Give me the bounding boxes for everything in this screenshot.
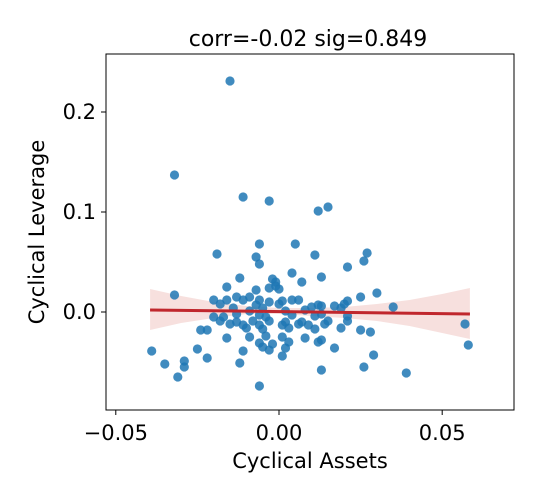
data-point-26: [372, 288, 382, 298]
data-point-6: [254, 239, 264, 249]
data-point-85: [310, 324, 320, 334]
data-point-81: [202, 325, 212, 335]
data-point-72: [460, 319, 470, 329]
data-point-77: [294, 319, 304, 329]
data-point-71: [342, 316, 353, 326]
data-point-92: [277, 332, 287, 342]
data-point-90: [245, 332, 255, 342]
data-point-31: [287, 295, 297, 305]
data-point-104: [192, 344, 202, 354]
data-point-34: [238, 295, 248, 305]
data-point-93: [300, 333, 310, 343]
data-point-7: [290, 239, 300, 249]
data-point-14: [342, 262, 353, 272]
plot-frame: [105, 53, 515, 411]
data-point-15: [287, 268, 297, 278]
data-point-0: [225, 76, 235, 86]
data-point-2: [238, 192, 248, 202]
data-point-103: [147, 346, 157, 356]
x-tick-label-2: 0.05: [419, 421, 466, 445]
data-point-9: [212, 249, 222, 259]
data-point-62: [310, 311, 320, 321]
data-point-3: [264, 196, 274, 206]
data-point-24: [274, 284, 284, 294]
data-point-23: [264, 283, 274, 293]
data-point-25: [251, 285, 261, 295]
scatter-points: [147, 76, 473, 391]
data-point-88: [365, 327, 375, 337]
data-point-100: [280, 343, 291, 353]
data-point-33: [222, 295, 232, 305]
x-axis: −0.05 0.00 0.05: [84, 410, 466, 445]
data-point-1: [169, 170, 180, 180]
y-tick-label-2: 0.2: [63, 100, 96, 124]
data-point-37: [294, 295, 304, 305]
data-point-114: [179, 362, 189, 372]
data-point-46: [388, 302, 398, 312]
data-point-108: [369, 350, 379, 360]
data-point-117: [173, 372, 183, 382]
data-point-4: [323, 202, 333, 212]
x-tick-label-1: 0.00: [256, 421, 303, 445]
data-point-89: [222, 333, 232, 343]
y-axis: 0.0 0.1 0.2: [63, 100, 106, 324]
data-point-87: [356, 325, 366, 335]
data-point-115: [316, 365, 326, 375]
data-point-67: [264, 316, 274, 326]
data-point-112: [235, 358, 245, 368]
data-point-41: [215, 299, 225, 309]
data-point-28: [356, 292, 366, 302]
data-point-27: [169, 290, 180, 300]
data-point-73: [225, 319, 235, 329]
data-point-79: [320, 319, 330, 329]
data-point-118: [254, 381, 264, 391]
data-point-102: [463, 340, 473, 350]
y-tick-label-0: 0.0: [63, 300, 96, 324]
data-point-107: [277, 351, 287, 361]
x-axis-label: Cyclical Assets: [232, 449, 388, 473]
data-point-40: [264, 297, 274, 307]
data-point-8: [362, 248, 372, 258]
data-point-86: [336, 323, 346, 333]
data-point-13: [254, 259, 264, 269]
y-axis-label: Cyclical Leverage: [25, 140, 49, 325]
data-point-11: [251, 252, 261, 262]
x-tick-label-0: −0.05: [84, 421, 148, 445]
data-point-113: [359, 362, 369, 372]
data-point-10: [310, 250, 320, 260]
chart-title: corr=-0.02 sig=0.849: [189, 27, 428, 52]
data-point-116: [401, 368, 411, 378]
data-point-5: [313, 206, 323, 216]
data-point-50: [316, 301, 326, 311]
data-point-12: [359, 256, 369, 266]
data-point-84: [284, 323, 294, 333]
data-point-106: [264, 345, 274, 355]
data-point-43: [274, 299, 284, 309]
data-point-82: [241, 323, 251, 333]
data-point-101: [329, 343, 340, 353]
y-tick-label-1: 0.1: [63, 200, 96, 224]
data-point-22: [222, 282, 232, 292]
data-point-105: [238, 346, 248, 356]
data-point-91: [261, 331, 271, 341]
data-point-16: [235, 273, 245, 283]
data-point-80: [196, 325, 206, 335]
data-point-64: [215, 316, 225, 326]
data-point-111: [160, 359, 170, 369]
data-point-17: [316, 272, 326, 282]
data-point-109: [202, 353, 212, 363]
data-point-51: [336, 303, 346, 313]
regression-line: [150, 308, 470, 316]
data-point-83: [258, 324, 268, 334]
data-point-20: [297, 277, 307, 287]
data-point-98: [313, 337, 323, 347]
